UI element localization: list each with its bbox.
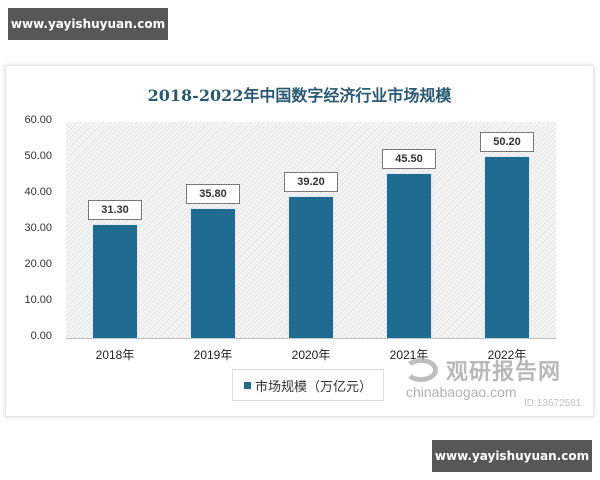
bar-0 xyxy=(93,225,137,338)
data-label: 39.20 xyxy=(284,171,338,192)
data-label: 31.30 xyxy=(88,200,142,221)
x-tick-label: 2019年 xyxy=(193,348,233,362)
legend-swatch-icon xyxy=(243,381,251,389)
y-tick-label: 0.00 xyxy=(30,330,52,342)
x-axis-line xyxy=(66,338,556,339)
x-tick-label: 2020年 xyxy=(291,348,331,362)
watermark-badge-bottom: www.yayishuyuan.com xyxy=(432,440,592,472)
watermark-cn: 观研报告网 xyxy=(446,360,562,385)
y-tick-label: 50.00 xyxy=(24,150,52,162)
y-tick-label: 60.00 xyxy=(24,114,52,126)
legend-label: 市场规模（万亿元） xyxy=(254,379,372,395)
data-label: 35.80 xyxy=(186,184,240,205)
chart-title: 2018-2022年中国数字经济行业市场规模 xyxy=(147,86,452,105)
watermark-chinabaogao: 观研报告网 chinabaogao.com ID:13672581 xyxy=(404,356,584,416)
watermark-badge-top: www.yayishuyuan.com xyxy=(8,8,168,40)
y-tick-label: 10.00 xyxy=(24,294,52,306)
y-tick-label: 20.00 xyxy=(24,258,52,270)
bar-2 xyxy=(289,196,333,338)
y-tick-label: 30.00 xyxy=(24,222,52,234)
legend: 市场规模（万亿元） xyxy=(232,369,384,401)
x-tick-label: 2022年 xyxy=(487,348,527,362)
bar-3 xyxy=(387,174,431,338)
watermark-id: ID:13672581 xyxy=(524,398,582,409)
data-label: 45.50 xyxy=(382,149,436,170)
swirl-logo-icon xyxy=(404,358,438,382)
bar-1 xyxy=(191,209,235,338)
watermark-en: chinabaogao.com xyxy=(406,384,517,400)
y-tick-label: 40.00 xyxy=(24,186,52,198)
x-tick-label: 2018年 xyxy=(95,348,135,362)
chart-card: 2018-2022年中国数字经济行业市场规模 60.00 50.00 40.00 30… xyxy=(5,65,594,417)
data-label: 50.20 xyxy=(480,132,534,153)
bar-4 xyxy=(485,157,529,338)
